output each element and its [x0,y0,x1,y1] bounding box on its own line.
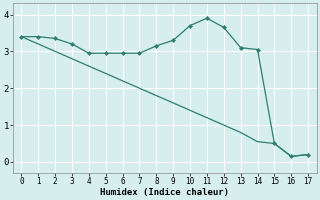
X-axis label: Humidex (Indice chaleur): Humidex (Indice chaleur) [100,188,229,197]
